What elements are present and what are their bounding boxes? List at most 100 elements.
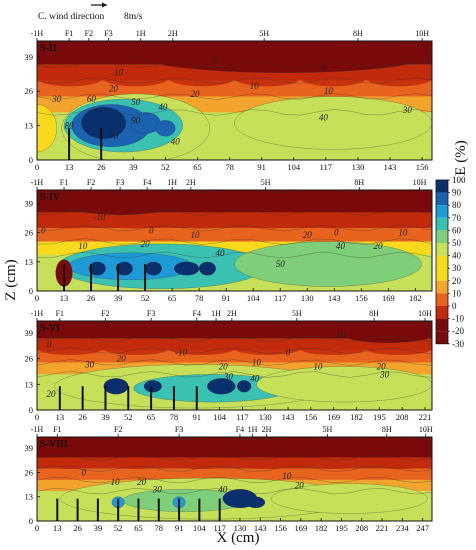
y-tick-label: 39 [25,443,34,453]
x-tick-label: 39 [129,162,138,172]
position-marker-label: F3 [147,309,155,318]
y-tick-label: 26 [25,467,34,477]
position-marker-label: F2 [114,425,122,434]
wind-arrow [91,2,107,8]
position-marker-label: F1 [65,29,73,38]
contour-label: 80 [65,121,75,131]
x-tick-label: 39 [114,293,123,303]
x-tick-label: 130 [259,412,272,422]
colorbar-segment [436,205,448,218]
x-tick-label: 26 [87,293,96,303]
contour-label: 20 [295,481,305,491]
contour-label: 20 [137,477,147,487]
contour-label: 10 [336,330,346,340]
colorbar-segment [436,293,448,306]
x-tick-label: 13 [56,412,65,422]
position-marker-label: 8H [369,309,379,318]
contour-label: 0 [149,225,154,235]
x-tick-label: 52 [114,523,123,533]
x-tick-label: 65 [147,412,156,422]
colorbar-tick-label: 30 [452,263,462,273]
y-tick-label: 0 [29,155,33,165]
x-tick-label: 0 [35,162,39,172]
x-tick-label: 39 [94,523,103,533]
x-tick-label: 130 [234,523,247,533]
x-tick-label: 104 [287,162,301,172]
position-marker-label: 5H [261,178,271,187]
x-tick-label: 65 [168,293,177,303]
contour-label: 10 [250,81,260,91]
colorbar-tick-label: 0 [452,301,457,311]
contour-label: 50 [131,97,141,107]
x-tick-label: 0 [35,523,39,533]
position-marker-label: 10H [415,29,429,38]
x-tick-label: 91 [257,162,266,172]
position-marker-label: 10H [413,178,427,187]
panel-s-ii: 0 13 26 39 52 65 78 91 104 117 130 143 156 0 13 26 39 -1H… [25,29,433,172]
position-marker-label: 10H [419,425,433,434]
y-tick-label: 13 [25,257,34,267]
y-tick-label: 13 [25,121,34,131]
contour-label: 20 [377,361,387,371]
x-tick-label: 169 [327,412,340,422]
position-marker-label: 2H [186,178,196,187]
contour-label: 30 [51,94,62,104]
colorbar-frame [435,179,449,345]
x-tick-label: 52 [161,162,170,172]
colorbar-segment [436,318,448,332]
contour-label: 20 [219,361,229,371]
wind-direction-label: C. wind direction [38,12,104,22]
x-tick-label: 26 [78,412,87,422]
position-marker-label: F2 [101,309,109,318]
contour-label: 30 [402,105,413,115]
x-tick-label: 182 [315,523,328,533]
colorbar-tick-label: 10 [452,288,462,298]
position-marker-label: F4 [236,425,244,434]
contour-label: 0 [47,340,52,350]
colorbar-tick-label: 70 [452,213,462,223]
x-tick-label: 26 [73,523,82,533]
x-tick-label: 156 [416,162,429,172]
x-tick-label: 78 [195,293,204,303]
y-tick-label: 0 [29,286,33,296]
x-tick-label: 208 [396,412,409,422]
x-tick-label: 130 [301,293,314,303]
y-tick-label: 39 [25,52,34,62]
x-tick-label: 247 [416,523,429,533]
x-tick-label: 234 [396,523,410,533]
x-tick-label: 221 [376,523,389,533]
x-tick-label: 91 [222,293,231,303]
colorbar-tick-label: 60 [452,225,462,235]
contour-label: 40 [215,248,225,258]
colorbar-segment [436,243,448,256]
colorbar-segment [436,255,448,269]
position-marker-label: F2 [87,178,95,187]
x-tick-label: 195 [335,523,348,533]
colorbar-tick-label: 80 [452,200,462,210]
panel-label: S-VIII [40,439,68,450]
panel-frame [36,40,433,161]
contour-label: 10 [111,477,121,487]
contour-field [37,437,432,521]
position-marker-label: 1H [248,425,258,434]
position-marker-label: 8H [353,29,363,38]
panel-frame [36,320,433,411]
x-axis-label: X (cm) [217,530,260,546]
x-tick-label: 0 [35,412,39,422]
colorbar-segment [436,180,448,193]
x-tick-label: 13 [53,523,62,533]
x-tick-label: 13 [65,162,74,172]
contour-label: -10 [175,348,187,358]
position-marker-label: F2 [85,29,93,38]
contour-label: 30 [379,369,390,379]
contour-label: 10 [398,228,408,238]
contour-label: 20 [47,389,57,399]
x-tick-label: 104 [247,293,261,303]
x-tick-label: 169 [382,293,395,303]
contour-label: 40 [250,373,260,383]
x-tick-label: 65 [193,162,202,172]
y-tick-label: 0 [29,516,33,526]
panel-s-viii: 0 13 26 39 52 65 78 91 104 117 130 143 156 169 182 195 2… [25,425,433,533]
panel-frame [36,189,433,292]
x-tick-label: 13 [60,293,69,303]
